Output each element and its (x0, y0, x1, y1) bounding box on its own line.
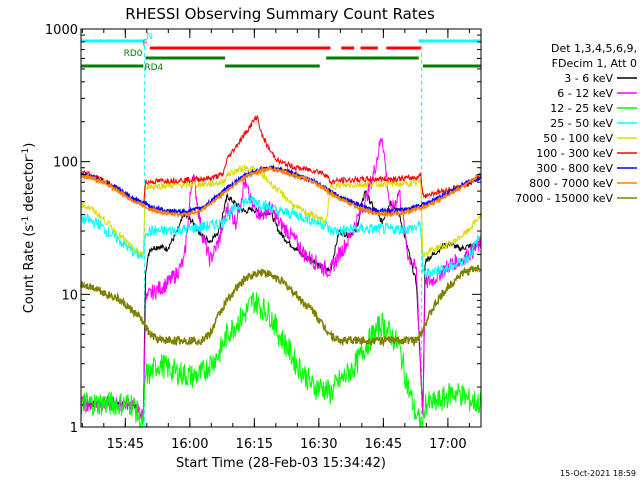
flag-label: F (143, 39, 148, 49)
legend-entry-label: 12 - 25 keV (550, 102, 613, 115)
series-line (80, 165, 482, 219)
chart-title: RHESSI Observing Summary Count Rates (125, 5, 435, 23)
x-tick-label: 15:45 (107, 437, 144, 452)
legend-entry-label: 100 - 300 keV (536, 147, 613, 160)
legend-entry-label: 300 - 800 keV (536, 162, 613, 175)
y-tick-label: 1 (70, 421, 78, 436)
legend-entry-label: 7000 - 15000 keV (515, 192, 613, 205)
legend-entry-label: 800 - 7000 keV (529, 177, 613, 190)
flag-label: N (146, 32, 153, 42)
x-tick-label: 16:30 (300, 437, 337, 452)
y-axis-label-end: ) (22, 143, 37, 148)
legend-header: FDecim 1, Att 0 (552, 57, 637, 70)
y-axis-label-mid: detector (22, 156, 37, 216)
plot-frame (80, 28, 482, 428)
y-axis-label-sup2: -1 (21, 148, 31, 157)
timestamp: 15-Oct-2021 18:59 (560, 469, 636, 478)
y-axis-label-main: Count Rate (s (22, 225, 37, 314)
legend-entry-label: 25 - 50 keV (550, 117, 613, 130)
legend-entry-label: 3 - 6 keV (564, 72, 613, 85)
series-line (80, 292, 482, 429)
axis-ticks: 1 10 100 1000 15:45 16:00 16:15 16:30 16:45 17:00 (45, 23, 481, 452)
legend-entry-label: 50 - 100 keV (543, 132, 613, 145)
y-tick-label: 100 (53, 156, 78, 171)
series-line (80, 264, 482, 348)
series-line (80, 114, 482, 207)
x-tick-label: 16:15 (236, 437, 273, 452)
series-line (80, 190, 482, 417)
y-axis-label: Count Rate (s-1 detector-1) (21, 143, 37, 314)
legend-entry-label: 6 - 12 keV (557, 87, 613, 100)
series-line (80, 137, 482, 423)
x-tick-label: 16:45 (365, 437, 402, 452)
data-series (80, 114, 482, 429)
y-tick-label: 1000 (45, 23, 78, 38)
legend-header: Det 1,3,4,5,6,9, (551, 42, 637, 55)
flag-label: RD4 (144, 63, 163, 73)
series-line (80, 163, 482, 258)
legend: Det 1,3,4,5,6,9, FDecim 1, Att 0 3 - 6 keV… (515, 42, 637, 205)
x-tick-label: 16:00 (171, 437, 208, 452)
x-axis-label: Start Time (28-Feb-03 15:34:42) (176, 456, 386, 471)
series-line (80, 164, 482, 216)
flag-label: RD0 (124, 49, 143, 59)
x-tick-label: 17:00 (429, 437, 466, 452)
y-tick-label: 10 (61, 288, 78, 303)
series-line (80, 194, 482, 278)
y-axis-label-sup1: -1 (21, 216, 31, 225)
